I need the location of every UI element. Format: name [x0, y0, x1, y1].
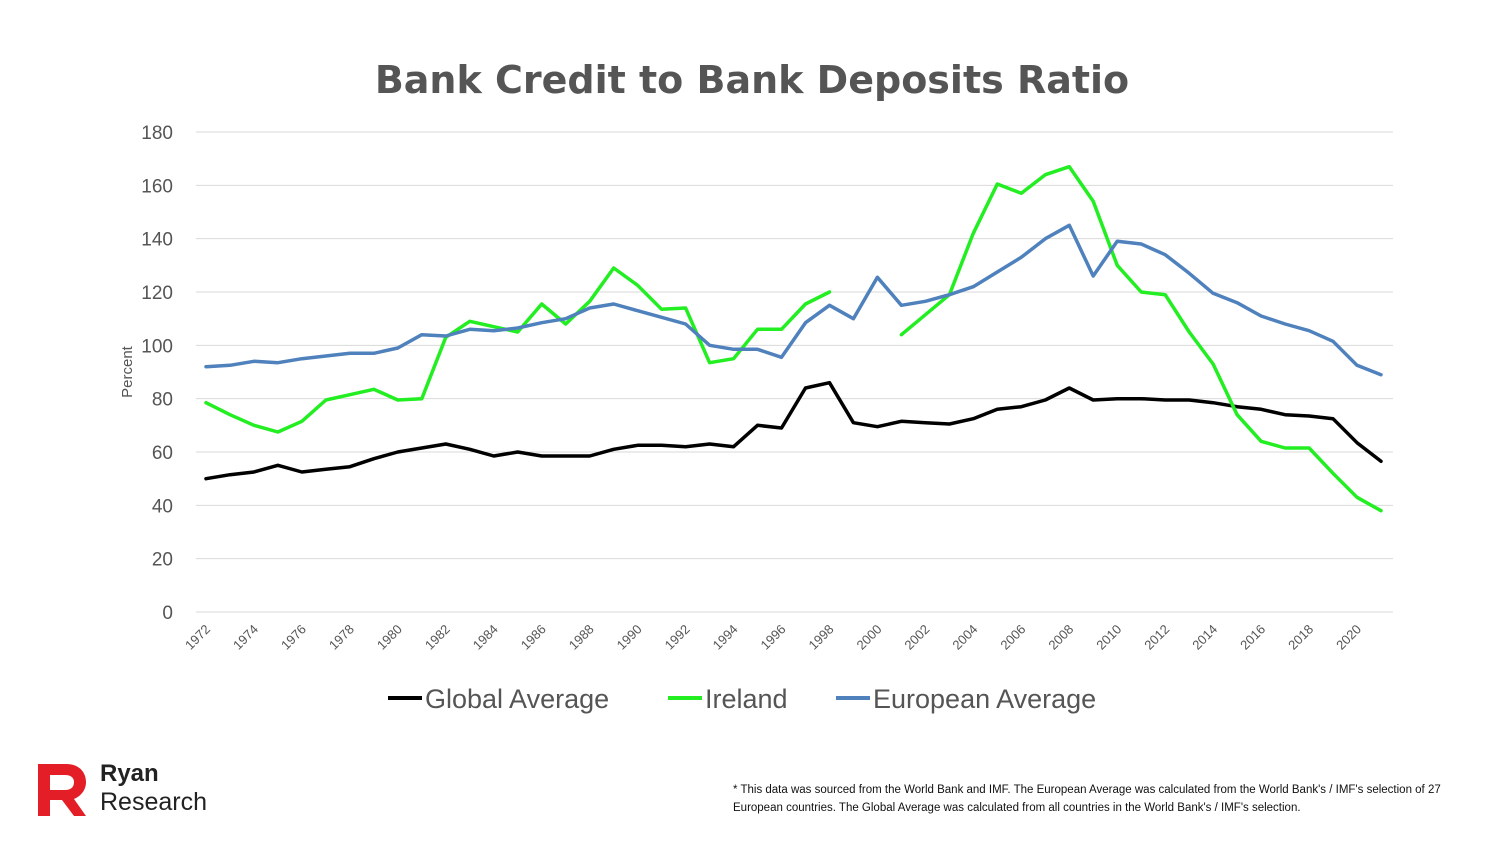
x-tick-label: 2008 — [1045, 622, 1076, 653]
x-tick-label: 1974 — [230, 622, 261, 653]
y-tick-label: 120 — [141, 283, 173, 304]
x-tick-label: 1986 — [518, 622, 549, 653]
y-tick-label: 40 — [152, 496, 173, 517]
y-tick-label: 60 — [152, 443, 173, 464]
x-tick-label: 2014 — [1189, 622, 1220, 653]
y-axis-label: Percent — [119, 345, 136, 398]
y-tick-label: 140 — [141, 230, 173, 251]
series-lines — [204, 164, 1383, 513]
x-ticks: 1972 1974 1976 1978 1980 1982 1984 1986 1988 1990… — [182, 622, 1364, 653]
brand-name: Ryan Research — [100, 760, 207, 816]
x-tick-label: 2018 — [1285, 622, 1316, 653]
y-tick-label: 100 — [141, 336, 173, 357]
series-line-1 — [204, 164, 1383, 513]
brand-line-1: Ryan — [100, 760, 159, 787]
y-tick-label: 180 — [141, 123, 173, 144]
x-tick-label: 2020 — [1333, 622, 1364, 653]
x-tick-label: 1980 — [374, 622, 405, 653]
y-tick-label: 20 — [152, 550, 173, 571]
brand-line-2: Research — [100, 788, 207, 816]
x-tick-label: 1976 — [278, 622, 309, 653]
x-tick-label: 2012 — [1141, 622, 1172, 653]
x-tick-label: 1972 — [182, 622, 213, 653]
logo-r-mark — [38, 764, 86, 816]
x-tick-label: 2016 — [1237, 622, 1268, 653]
x-tick-label: 2002 — [901, 622, 932, 653]
x-tick-label: 2000 — [853, 622, 884, 653]
chart-title: Bank Credit to Bank Deposits Ratio — [375, 58, 1129, 102]
x-tick-label: 1984 — [470, 622, 501, 653]
chart: Bank Credit to Bank Deposits Ratio 0 20 40… — [119, 58, 1393, 714]
y-ticks: 0 20 40 60 80 100 120 140 160 180 — [141, 123, 173, 624]
x-tick-label: 1996 — [758, 622, 789, 653]
grid — [196, 131, 1393, 613]
y-tick-label: 160 — [141, 176, 173, 197]
x-tick-label: 1982 — [422, 622, 453, 653]
x-tick-label: 1994 — [710, 622, 741, 653]
series-line-2 — [204, 223, 1383, 377]
x-tick-label: 2010 — [1093, 622, 1124, 653]
legend: Global Average Ireland European Average — [388, 684, 1096, 714]
y-tick-label: 80 — [152, 390, 173, 411]
x-tick-label: 1988 — [566, 622, 597, 653]
ryan-research-logo — [38, 764, 86, 816]
y-tick-label: 0 — [162, 603, 173, 624]
legend-label: Global Average — [425, 684, 609, 714]
legend-label: European Average — [873, 684, 1096, 714]
source-footnote: * This data was sourced from the World B… — [733, 784, 1441, 814]
legend-label: Ireland — [705, 684, 788, 714]
x-tick-label: 1990 — [614, 622, 645, 653]
x-tick-label: 2004 — [949, 622, 980, 653]
x-tick-label: 2006 — [997, 622, 1028, 653]
x-tick-label: 1998 — [806, 622, 837, 653]
x-tick-label: 1992 — [662, 622, 693, 653]
x-tick-label: 1978 — [326, 622, 357, 653]
series-line-0 — [204, 380, 1383, 481]
